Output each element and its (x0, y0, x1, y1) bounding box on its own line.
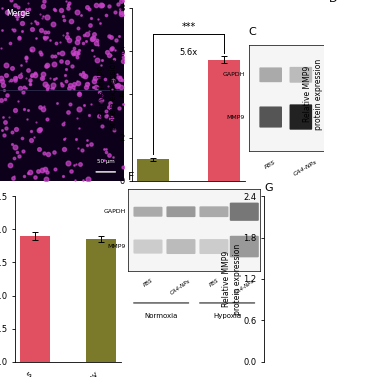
Text: 50 μm: 50 μm (97, 159, 115, 164)
Text: PBS: PBS (142, 278, 154, 288)
Text: CA4-NPs: CA4-NPs (170, 278, 192, 296)
FancyBboxPatch shape (230, 202, 259, 221)
Text: PBS: PBS (208, 278, 220, 288)
Text: Merge: Merge (6, 9, 30, 18)
Text: Hypoxia: Hypoxia (213, 313, 241, 319)
Y-axis label: Relative MMP9
protein expression: Relative MMP9 protein expression (222, 244, 242, 314)
Text: 5.6x: 5.6x (179, 48, 198, 57)
Text: CA4-NPs: CA4-NPs (233, 278, 255, 296)
Text: B: B (92, 0, 100, 4)
FancyBboxPatch shape (199, 239, 228, 254)
FancyBboxPatch shape (290, 104, 312, 130)
Text: PBS: PBS (264, 159, 276, 170)
Text: MMP9: MMP9 (107, 244, 126, 249)
Text: F: F (128, 172, 135, 182)
FancyBboxPatch shape (259, 106, 282, 127)
Text: G: G (264, 183, 273, 193)
Text: MMP9: MMP9 (227, 115, 245, 120)
FancyBboxPatch shape (199, 206, 228, 217)
FancyBboxPatch shape (290, 67, 312, 83)
FancyBboxPatch shape (167, 239, 195, 254)
Y-axis label: Relative MMP9
protein expression: Relative MMP9 protein expression (303, 59, 323, 130)
FancyBboxPatch shape (230, 236, 259, 257)
FancyBboxPatch shape (133, 239, 162, 254)
FancyBboxPatch shape (133, 207, 162, 217)
Text: C: C (249, 27, 257, 37)
Text: GAPDH: GAPDH (223, 72, 245, 77)
Bar (86, 239, 116, 362)
Y-axis label: Relative MMP9
protein expression: Relative MMP9 protein expression (98, 59, 118, 130)
Text: Normoxia: Normoxia (144, 313, 178, 319)
Text: CA4-NPs: CA4-NPs (293, 159, 318, 177)
Bar (208, 60, 240, 181)
Bar (20, 236, 50, 362)
FancyBboxPatch shape (167, 206, 195, 217)
Text: D: D (329, 0, 338, 4)
Bar (137, 159, 169, 181)
Text: GAPDH: GAPDH (103, 209, 126, 214)
Text: ***: *** (181, 23, 196, 32)
FancyBboxPatch shape (259, 67, 282, 82)
